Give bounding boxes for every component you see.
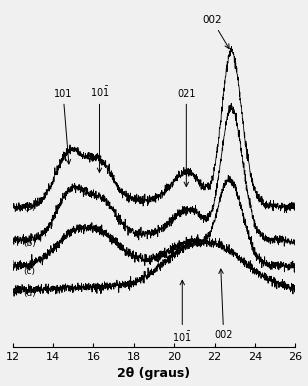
Text: 002: 002 xyxy=(202,15,229,49)
Text: 10$\bar{1}$: 10$\bar{1}$ xyxy=(90,85,109,173)
Text: 10$\bar{1}$: 10$\bar{1}$ xyxy=(172,280,192,344)
Text: (b): (b) xyxy=(24,239,36,248)
Text: (c): (c) xyxy=(24,267,36,276)
X-axis label: 2θ (graus): 2θ (graus) xyxy=(117,367,191,381)
Text: (d): (d) xyxy=(24,289,36,298)
Text: 021: 021 xyxy=(177,89,196,186)
Text: 101: 101 xyxy=(54,89,72,164)
Text: 002: 002 xyxy=(214,269,233,340)
Text: (a): (a) xyxy=(24,203,36,212)
